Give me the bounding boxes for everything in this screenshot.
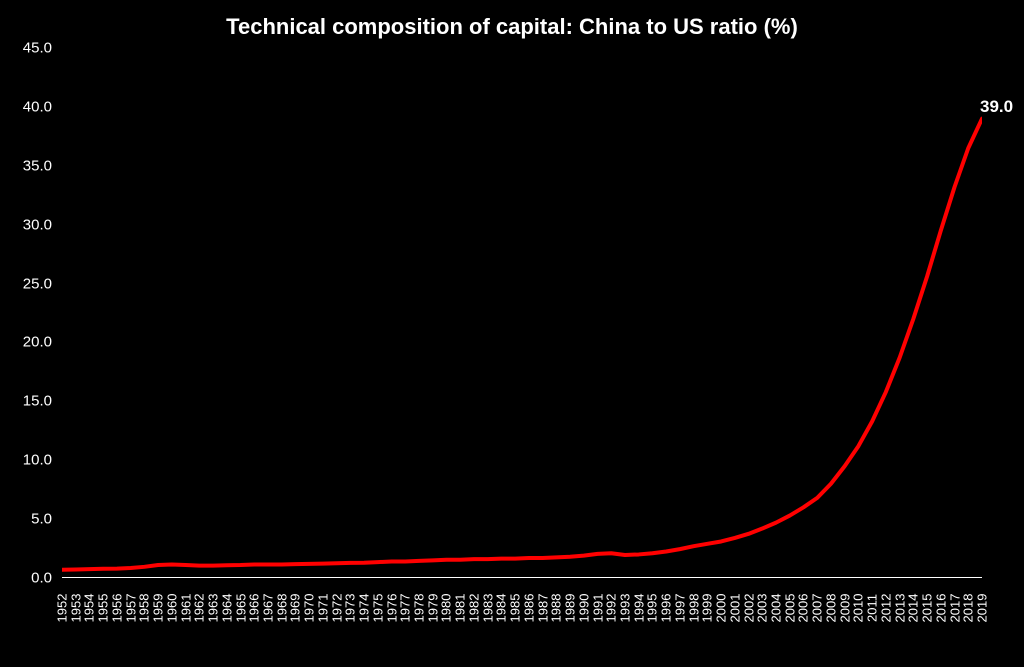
x-tick-label: 1996 bbox=[659, 594, 674, 623]
y-tick-label: 40.0 bbox=[0, 98, 52, 115]
x-tick-label: 1970 bbox=[302, 594, 317, 623]
x-tick-label: 1952 bbox=[55, 594, 70, 623]
x-tick-label: 1956 bbox=[109, 594, 124, 623]
y-tick-label: 20.0 bbox=[0, 334, 52, 351]
x-tick-label: 1978 bbox=[412, 594, 427, 623]
y-tick-label: 25.0 bbox=[0, 275, 52, 292]
x-tick-label: 1990 bbox=[576, 594, 591, 623]
x-tick-label: 2008 bbox=[823, 594, 838, 623]
x-tick-label: 1997 bbox=[672, 594, 687, 623]
x-tick-label: 1959 bbox=[151, 594, 166, 623]
x-tick-label: 1963 bbox=[206, 594, 221, 623]
x-tick-label: 2011 bbox=[865, 594, 880, 622]
x-tick-label: 1971 bbox=[315, 594, 330, 623]
y-tick-label: 0.0 bbox=[0, 570, 52, 587]
x-tick-label: 1975 bbox=[370, 594, 385, 623]
x-tick-label: 2000 bbox=[714, 594, 729, 623]
x-tick-label: 2015 bbox=[920, 594, 935, 623]
y-tick-label: 10.0 bbox=[0, 452, 52, 469]
x-tick-label: 1993 bbox=[617, 594, 632, 623]
x-tick-label: 1981 bbox=[453, 594, 468, 623]
x-tick-label: 1982 bbox=[466, 594, 481, 623]
x-tick-label: 1955 bbox=[96, 594, 111, 623]
x-tick-label: 1967 bbox=[260, 594, 275, 623]
x-tick-label: 1964 bbox=[219, 594, 234, 623]
y-tick-label: 15.0 bbox=[0, 393, 52, 410]
series-end-label: 39.0 bbox=[980, 97, 1013, 117]
x-tick-label: 1992 bbox=[604, 594, 619, 623]
plot-area bbox=[62, 48, 982, 578]
y-tick-label: 30.0 bbox=[0, 216, 52, 233]
x-tick-label: 2004 bbox=[769, 594, 784, 623]
chart-container: Technical composition of capital: China … bbox=[0, 0, 1024, 667]
x-tick-label: 1966 bbox=[247, 594, 262, 623]
x-tick-label: 2001 bbox=[727, 594, 742, 623]
x-tick-label: 1974 bbox=[357, 594, 372, 623]
x-tick-label: 2019 bbox=[975, 594, 990, 623]
x-tick-label: 2016 bbox=[933, 594, 948, 623]
x-tick-label: 1989 bbox=[563, 594, 578, 623]
chart-title: Technical composition of capital: China … bbox=[0, 14, 1024, 40]
x-tick-label: 2007 bbox=[810, 594, 825, 623]
x-tick-label: 1960 bbox=[164, 594, 179, 623]
line-series-svg bbox=[62, 48, 982, 578]
x-tick-label: 1986 bbox=[521, 594, 536, 623]
y-tick-label: 45.0 bbox=[0, 40, 52, 57]
x-tick-label: 1985 bbox=[508, 594, 523, 623]
y-tick-label: 35.0 bbox=[0, 157, 52, 174]
x-tick-label: 2012 bbox=[878, 594, 893, 623]
y-tick-label: 5.0 bbox=[0, 511, 52, 528]
